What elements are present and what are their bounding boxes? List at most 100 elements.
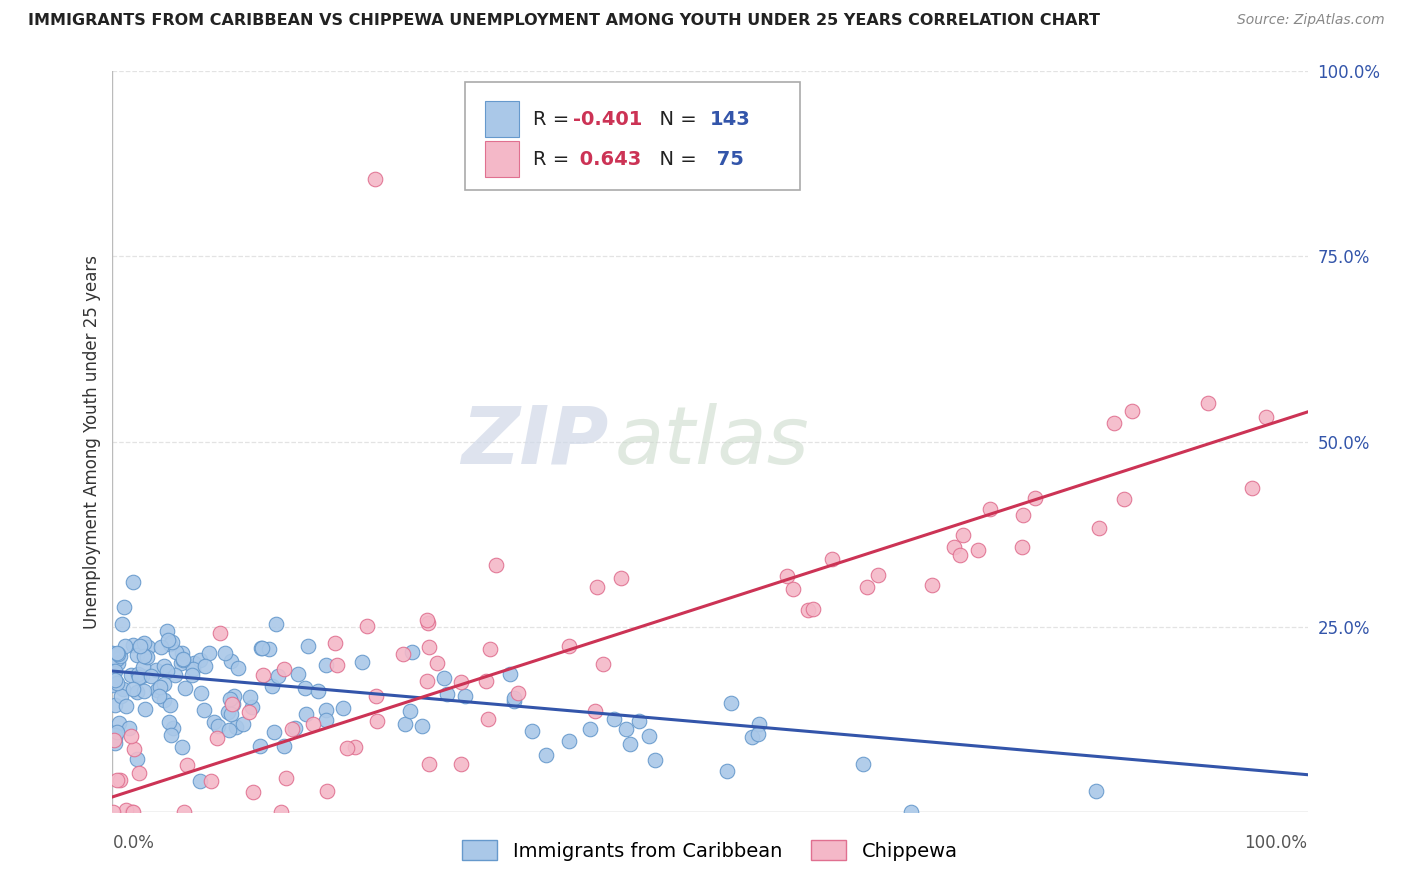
Point [943, 540, 966, 554]
Point [122, 638, 145, 652]
Point [592, 657, 614, 672]
Point [392, 647, 415, 661]
Point [118, 722, 141, 736]
Point [326, 657, 349, 672]
Text: 143: 143 [710, 110, 751, 128]
Point [478, 642, 501, 657]
Point [222, 689, 245, 703]
Point [418, 640, 440, 655]
Point [153, 677, 176, 691]
Point [104, 698, 127, 713]
Y-axis label: Unemployment Among Youth under 25 years: Unemployment Among Youth under 25 years [83, 254, 101, 629]
Point [200, 774, 222, 789]
Point [474, 673, 496, 688]
Text: R =: R = [533, 150, 575, 169]
Point [104, 728, 127, 742]
Point [120, 730, 142, 744]
Point [132, 635, 155, 649]
Point [242, 785, 264, 799]
Point [508, 686, 530, 700]
Point [1112, 492, 1135, 507]
Point [1024, 491, 1046, 505]
Point [585, 580, 607, 594]
Point [163, 668, 186, 682]
Point [453, 690, 475, 704]
Point [502, 694, 524, 708]
Point [583, 704, 606, 718]
Point [232, 717, 254, 731]
Point [127, 648, 149, 663]
Point [335, 740, 357, 755]
Point [122, 574, 145, 589]
Point [181, 668, 204, 682]
Point [332, 701, 354, 715]
Point [416, 674, 439, 689]
Point [273, 739, 295, 753]
Point [181, 662, 204, 676]
Point [1011, 540, 1033, 554]
Text: Source: ZipAtlas.com: Source: ZipAtlas.com [1237, 13, 1385, 28]
Point [323, 636, 346, 650]
Point [294, 707, 316, 722]
Text: -0.401: -0.401 [572, 110, 643, 128]
Point [162, 721, 184, 735]
Point [153, 658, 176, 673]
Point [141, 669, 163, 683]
Point [129, 639, 152, 653]
Point [1085, 784, 1108, 798]
Point [418, 757, 440, 772]
Point [433, 672, 456, 686]
Point [111, 617, 134, 632]
Point [520, 723, 543, 738]
Point [101, 805, 124, 819]
Point [852, 757, 875, 772]
Point [146, 683, 169, 698]
Point [188, 774, 211, 789]
Text: atlas: atlas [614, 402, 810, 481]
Point [614, 722, 637, 736]
Legend: Immigrants from Caribbean, Chippewa: Immigrants from Caribbean, Chippewa [454, 832, 966, 869]
Point [105, 724, 128, 739]
Point [270, 805, 292, 819]
Point [364, 171, 387, 186]
Point [198, 646, 221, 660]
Point [350, 655, 373, 669]
Point [637, 730, 659, 744]
Point [128, 671, 150, 685]
Point [302, 717, 325, 731]
Point [159, 698, 181, 712]
Point [1102, 416, 1125, 430]
Point [156, 632, 179, 647]
Point [202, 714, 225, 729]
Point [821, 552, 844, 566]
Point [366, 689, 388, 703]
Point [134, 684, 156, 698]
Point [127, 667, 149, 681]
Point [222, 697, 245, 711]
Text: R =: R = [533, 110, 575, 128]
Point [315, 658, 337, 673]
Point [627, 714, 650, 728]
Point [1121, 404, 1143, 418]
Point [797, 603, 820, 617]
Point [114, 698, 136, 713]
Point [104, 731, 127, 745]
Point [297, 640, 319, 654]
Point [145, 663, 167, 677]
Point [967, 543, 990, 558]
Point [900, 805, 922, 819]
Point [1240, 481, 1263, 495]
Point [1012, 508, 1035, 522]
Point [160, 728, 183, 742]
Point [401, 645, 423, 659]
Point [503, 690, 526, 705]
Point [267, 669, 290, 683]
Point [103, 666, 125, 681]
Point [105, 646, 128, 660]
Point [173, 805, 195, 819]
Point [263, 725, 285, 739]
Point [280, 722, 302, 736]
Point [114, 639, 136, 653]
Point [856, 580, 879, 594]
Point [132, 648, 155, 663]
